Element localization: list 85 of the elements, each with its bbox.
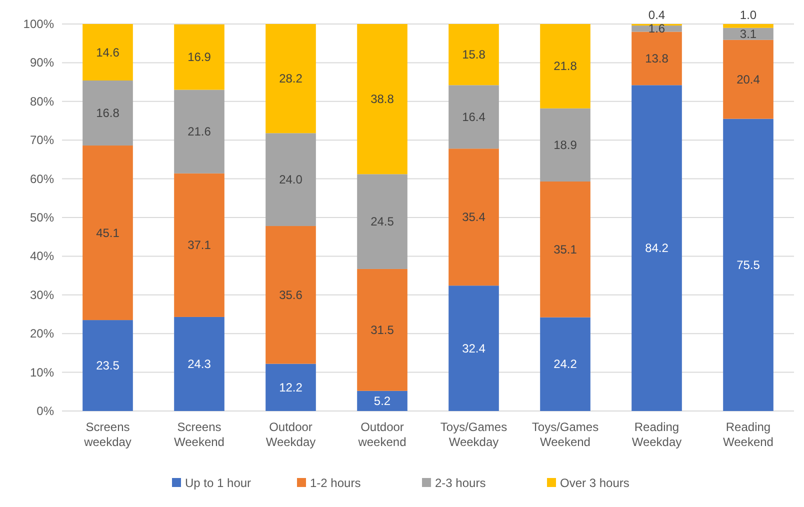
legend-label: 1-2 hours — [310, 476, 361, 490]
bar — [357, 390, 408, 411]
data-label: 23.5 — [96, 358, 120, 373]
bar — [266, 24, 316, 134]
data-label: 21.8 — [554, 59, 578, 74]
data-label: 38.8 — [370, 92, 394, 106]
data-label: 16.4 — [462, 110, 486, 124]
y-tick-label: 40% — [30, 249, 54, 264]
x-tick-label: Toys/Games Weekend — [532, 420, 599, 449]
data-label: 45.1 — [96, 226, 120, 240]
bar — [174, 90, 224, 174]
x-tick-label: Outdoor Weekday — [266, 420, 316, 449]
bar — [82, 24, 133, 80]
bar — [723, 24, 774, 28]
data-label: 28.2 — [279, 72, 303, 86]
legend-label: Over 3 hours — [560, 476, 630, 490]
data-label: 20.4 — [736, 72, 760, 86]
bar — [266, 133, 316, 226]
data-label: 12.2 — [279, 380, 303, 394]
data-label: 16.8 — [96, 106, 120, 120]
bar — [174, 173, 224, 317]
y-tick-label: 10% — [30, 365, 54, 380]
y-tick-label: 30% — [30, 288, 54, 302]
bar — [723, 28, 774, 40]
data-label: 0.4 — [648, 8, 666, 22]
y-tick-label: 0% — [36, 404, 54, 418]
data-label: 21.6 — [188, 124, 212, 139]
data-label: 32.4 — [462, 341, 486, 356]
x-tick-label: Reading Weekend — [723, 420, 774, 449]
bar — [174, 316, 224, 411]
data-label: 18.9 — [554, 138, 578, 152]
data-label: 1.0 — [740, 8, 757, 22]
data-label: 16.9 — [188, 50, 212, 64]
data-label: 31.5 — [370, 322, 394, 337]
bar — [448, 148, 499, 286]
bar — [448, 286, 499, 411]
x-tick-label: Reading Weekday — [632, 420, 682, 449]
data-label: 5.2 — [374, 394, 391, 408]
bar — [82, 320, 133, 411]
data-label: 35.4 — [462, 210, 486, 224]
data-label: 3.1 — [740, 26, 757, 41]
data-label: 35.1 — [554, 242, 578, 256]
bar — [266, 364, 316, 411]
y-tick-label: 20% — [30, 326, 54, 341]
legend-label: Up to 1 hour — [185, 476, 252, 490]
x-tick-label: Outdoor weekend — [357, 420, 406, 449]
data-label: 24.2 — [554, 357, 578, 372]
data-label: 35.6 — [279, 288, 303, 302]
data-label: 24.5 — [370, 214, 394, 229]
y-tick-label: 100% — [23, 17, 54, 31]
bar — [448, 85, 499, 149]
bar — [357, 268, 408, 391]
bar — [540, 108, 590, 182]
bar — [357, 24, 408, 174]
data-label: 15.8 — [462, 48, 486, 62]
bar — [540, 317, 590, 411]
x-tick-label: Screens Weekend — [174, 420, 224, 449]
bar — [632, 85, 682, 411]
y-tick-label: 70% — [30, 133, 54, 148]
x-tick-label: Toys/Games Weekday — [440, 420, 508, 449]
x-tick-label: Screens weekday — [83, 420, 132, 449]
bar — [540, 24, 590, 108]
bar — [174, 24, 224, 90]
data-label: 24.3 — [188, 356, 212, 371]
y-tick-label: 90% — [30, 56, 54, 70]
bar — [632, 32, 682, 86]
data-label: 24.0 — [279, 172, 303, 187]
data-label: 13.8 — [645, 51, 669, 66]
bar — [723, 118, 774, 411]
y-tick-label: 60% — [30, 172, 54, 186]
bar — [540, 182, 590, 318]
bar — [448, 24, 499, 86]
y-tick-label: 80% — [30, 94, 54, 108]
legend-label: 2-3 hours — [435, 476, 486, 490]
bar — [357, 174, 408, 269]
data-label: 37.1 — [188, 238, 212, 252]
data-label: 75.5 — [736, 258, 760, 272]
y-tick-label: 50% — [30, 210, 54, 224]
bar — [82, 80, 133, 146]
data-label: 14.6 — [96, 45, 120, 60]
bar — [82, 146, 133, 320]
data-label: 84.2 — [645, 241, 669, 256]
bar — [266, 226, 316, 364]
bar — [723, 40, 774, 119]
data-label: 1.6 — [648, 22, 666, 36]
